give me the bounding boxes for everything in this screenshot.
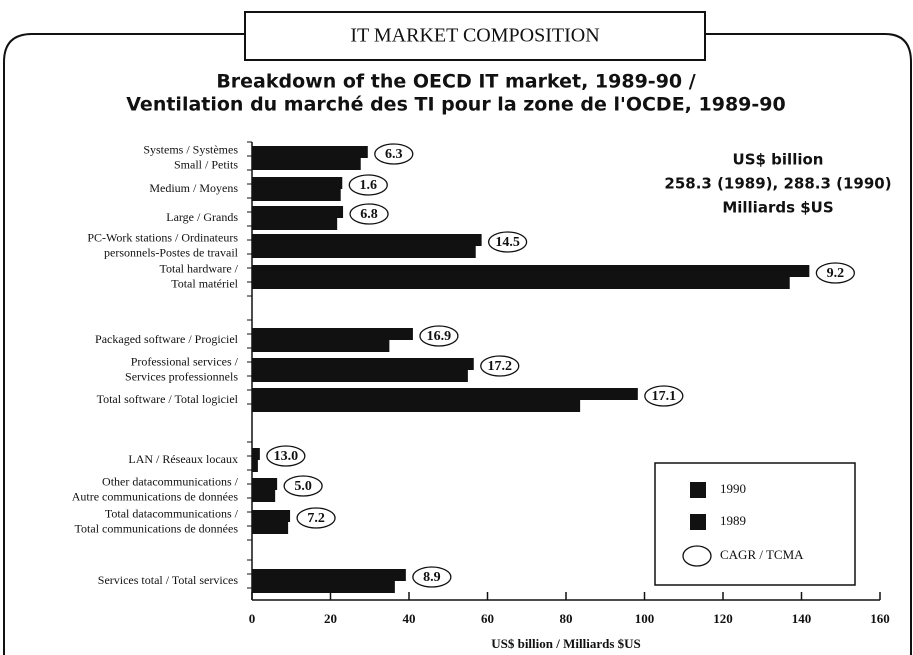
y-tick-label: Autre communications de données [72,489,239,503]
x-tick-label: 120 [713,611,733,626]
frame [3,33,912,655]
y-tick-label: Packaged software / Progiciel [95,332,239,346]
y-tick-label: Total matériel [171,276,238,290]
cagr-marker [296,507,336,529]
y-tick-label: Total software / Total logiciel [97,392,239,406]
x-tick-label: 20 [324,611,337,626]
bar [252,177,343,189]
cagr-marker [283,475,323,497]
cagr-label: 7.2 [307,511,325,526]
x-tick-label: 140 [792,611,812,626]
header: IT MARKET COMPOSITION [350,25,599,47]
y-tick-label: Medium / Moyens [149,181,238,195]
cagr-marker [349,203,389,225]
header-box [244,11,706,61]
cagr-label: 17.2 [488,359,513,374]
x-tick-label: 0 [249,611,256,626]
y-tick-label: Services professionnels [125,369,238,383]
bar [252,277,790,289]
y-tick-label: Other datacommunications / [102,474,239,488]
bar [252,478,278,490]
bar [252,206,344,218]
legend-swatch [690,514,706,530]
cagr-label: 1.6 [360,178,378,193]
cagr-marker [266,445,306,467]
cagr-label: 16.9 [427,329,452,344]
bar [252,246,476,258]
y-tick-label: Small / Petits [174,157,238,171]
legend-swatch [682,545,712,567]
y-tick-label: Professional services / [131,354,239,368]
cagr-marker [815,262,855,284]
y-tick-label: Total datacommunications / [105,506,239,520]
y-tick-label: LAN / Réseaux locaux [128,452,238,466]
x-tick-label: 40 [403,611,416,626]
annotation: 258.3 (1989), 288.3 (1990) [664,175,891,193]
bar [252,490,276,502]
bar [252,569,406,581]
y-tick-label: personnels-Postes de travail [104,245,239,259]
bar [252,328,413,340]
cagr-marker [644,385,684,407]
bar [252,370,468,382]
cagr-marker [348,174,388,196]
legend-box [654,462,856,586]
cagr-marker [412,566,452,588]
bar [252,510,291,522]
cagr-label: 17.1 [652,389,677,404]
cagr-label: 6.3 [385,147,403,162]
bar [252,358,474,370]
cagr-label: 5.0 [294,479,312,494]
chart-title: Breakdown of the OECD IT market, 1989-90… [216,71,695,93]
cagr-label: 9.2 [827,266,845,281]
cagr-marker [487,231,528,253]
cagr-marker [480,355,520,377]
bar [252,460,258,472]
bar [252,158,361,170]
y-tick-label: Systems / Systèmes [143,142,238,156]
bar [252,265,810,277]
x-tick-label: 60 [481,611,494,626]
y-tick-label: Total hardware / [160,261,239,275]
legend-label: 1989 [720,513,746,528]
x-tick-label: 100 [635,611,655,626]
x-axis-label: US$ billion / Milliards $US [491,636,641,651]
legend-label: 1990 [720,481,746,496]
bar [252,234,482,246]
bar [252,388,638,400]
bar [252,581,395,593]
bar [252,448,260,460]
x-tick-label: 160 [870,611,890,626]
cagr-marker [419,325,459,347]
y-tick-label: Large / Grands [166,210,238,224]
y-tick-label: Total communications de données [75,521,239,535]
y-tick-label: Services total / Total services [98,573,239,587]
cagr-label: 6.8 [360,207,378,222]
annotation: Milliards $US [722,199,833,217]
bar [252,400,581,412]
legend-swatch [690,482,706,498]
x-tick-label: 80 [560,611,573,626]
legend-label: CAGR / TCMA [720,547,804,562]
annotation: US$ billion [733,151,824,169]
bar [252,146,368,158]
bar [252,189,341,201]
bar [252,218,338,230]
cagr-marker [374,143,414,165]
cagr-label: 13.0 [274,449,299,464]
y-tick-label: PC-Work stations / Ordinateurs [87,230,238,244]
bar [252,340,390,352]
cagr-label: 8.9 [423,570,441,585]
bar [252,522,289,534]
chart-title: Ventilation du marché des TI pour la zon… [126,94,785,116]
cagr-label: 14.5 [495,235,520,250]
